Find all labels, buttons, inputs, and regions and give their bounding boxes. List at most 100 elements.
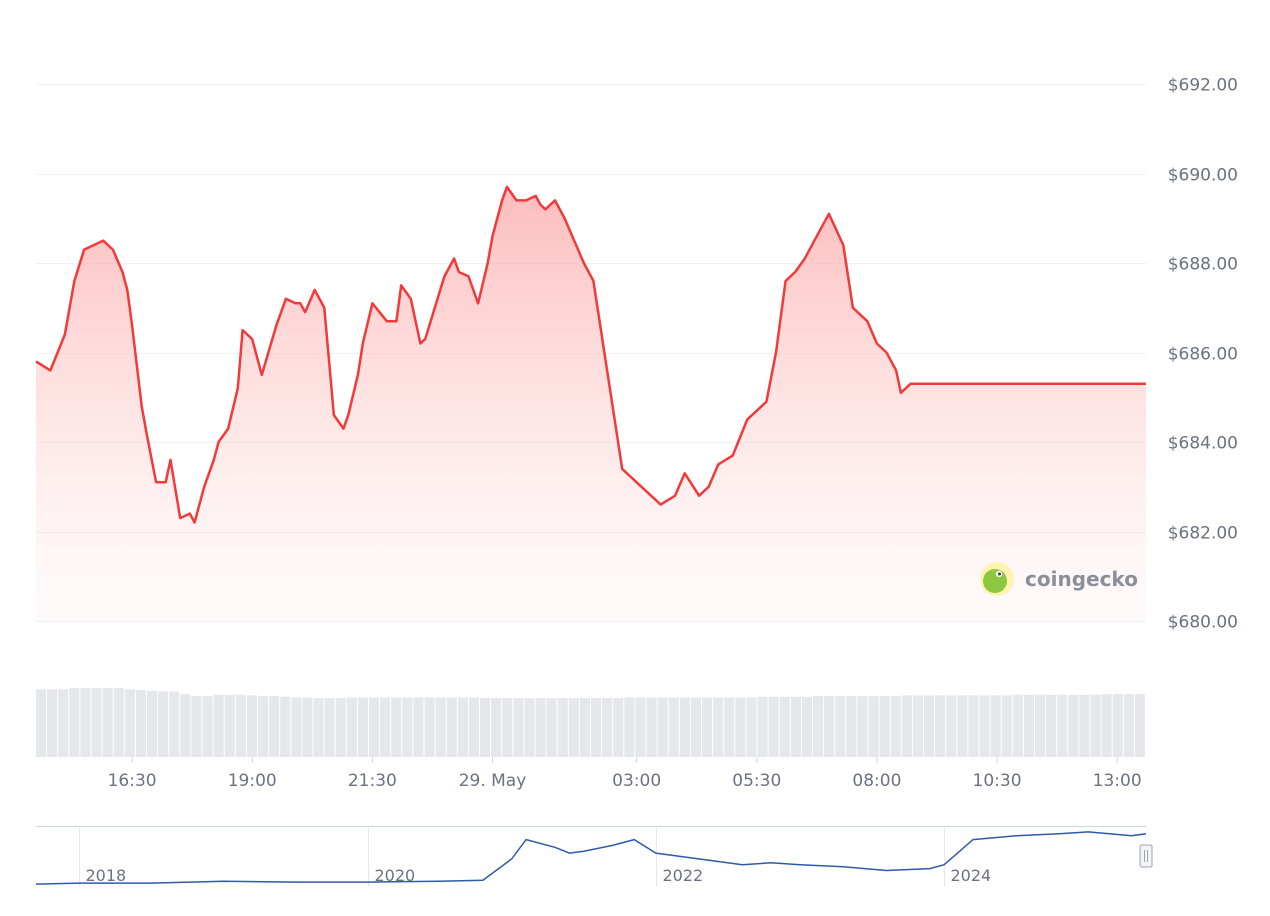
volume-bar — [790, 696, 801, 757]
volume-bar — [269, 696, 280, 757]
volume-bar — [224, 694, 235, 757]
volume-bar — [813, 696, 824, 757]
volume-bar — [313, 698, 324, 757]
y-tick-label: $690.00 — [1168, 166, 1238, 186]
volume-bar — [546, 698, 557, 757]
volume-bar — [391, 697, 402, 757]
volume-bar — [468, 697, 479, 757]
volume-bar — [1068, 694, 1079, 757]
volume-bar — [535, 698, 546, 757]
volume-bar — [846, 696, 857, 757]
x-tick-label: 21:30 — [348, 771, 397, 791]
volume-bar — [801, 696, 812, 757]
volume-bar — [768, 696, 779, 757]
volume-bar — [513, 698, 524, 757]
price-area — [35, 185, 1146, 621]
range-navigator[interactable]: 2018 2020 2022 2024 — [35, 826, 1153, 886]
volume-bar — [1112, 694, 1123, 757]
volume-bar — [158, 691, 169, 757]
volume-bar — [113, 688, 124, 757]
volume-bar — [380, 697, 391, 757]
volume-bar — [1079, 694, 1090, 757]
volume-bar — [246, 695, 257, 757]
volume-bar — [912, 695, 923, 757]
volume-bar — [413, 697, 424, 757]
volume-bar — [957, 695, 968, 757]
volume-bar — [91, 688, 102, 757]
volume-bar — [235, 694, 246, 757]
volume-bar — [890, 696, 901, 757]
y-tick-label: $688.00 — [1168, 255, 1238, 275]
volume-bar — [1046, 694, 1057, 757]
volume-bar — [502, 698, 513, 757]
price-axis-labels: $680.00 $682.00 $684.00 $686.00 $688.00 $690.… — [1168, 76, 1238, 633]
volume-bar — [524, 698, 535, 757]
volume-bar — [491, 698, 502, 757]
volume-bar — [147, 690, 158, 757]
volume-bar — [1134, 694, 1145, 757]
volume-bar — [402, 697, 413, 757]
volume-bar — [635, 697, 646, 757]
volume-bar — [879, 696, 890, 757]
volume-bar — [324, 698, 335, 757]
x-tick-label: 08:00 — [852, 771, 901, 791]
volume-bar — [702, 697, 713, 757]
navigator-year-label: 2022 — [663, 866, 704, 885]
volume-bar — [735, 697, 746, 757]
volume-bar — [346, 697, 357, 757]
volume-bar — [69, 688, 80, 757]
x-tick-label: 19:00 — [228, 771, 277, 791]
volume-bar — [191, 696, 202, 757]
x-tick-label: 10:30 — [973, 771, 1022, 791]
volume-bar — [180, 694, 191, 757]
volume-bar — [36, 689, 47, 757]
time-axis-labels: 16:30 19:00 21:30 29. May 03:00 05:30 08:00 10:… — [108, 757, 1142, 791]
watermark-brand: coingecko — [1025, 567, 1138, 591]
volume-bar — [946, 695, 957, 757]
volume-bar — [602, 698, 613, 757]
volume-bar — [291, 697, 302, 757]
x-tick-label: 05:30 — [732, 771, 781, 791]
volume-bar — [1057, 694, 1068, 757]
x-tick-label: 13:00 — [1093, 771, 1142, 791]
volume-bar — [169, 691, 180, 757]
navigator-year-labels: 2018 2020 2022 2024 — [79, 828, 991, 886]
volume-bar — [613, 698, 624, 757]
volume-bar — [47, 689, 58, 757]
x-tick-label: 16:30 — [108, 771, 157, 791]
volume-bar — [1035, 694, 1046, 757]
volume-bar — [935, 695, 946, 757]
navigator-year-label: 2018 — [86, 866, 127, 885]
navigator-line — [35, 831, 1147, 885]
volume-bar — [80, 688, 91, 757]
volume-bar — [1001, 695, 1012, 757]
volume-bar — [213, 694, 224, 757]
volume-bar — [302, 697, 313, 757]
volume-bar — [579, 698, 590, 757]
y-tick-label: $684.00 — [1168, 434, 1238, 454]
volume-bar — [102, 688, 113, 757]
volume-bar — [968, 695, 979, 757]
volume-bar — [724, 697, 735, 757]
volume-bar — [779, 696, 790, 757]
volume-bar — [679, 697, 690, 757]
volume-bar — [1090, 694, 1101, 757]
volume-bars — [36, 688, 1145, 757]
volume-bar — [369, 697, 380, 757]
volume-bar — [646, 697, 657, 757]
volume-bar — [568, 698, 579, 757]
volume-bar — [435, 697, 446, 757]
volume-bar — [280, 696, 291, 757]
navigator-handle[interactable] — [1139, 844, 1153, 868]
volume-bar — [990, 695, 1001, 757]
x-tick-label: 03:00 — [612, 771, 661, 791]
volume-bar — [258, 696, 269, 757]
volume-bar — [1012, 694, 1023, 757]
volume-bar — [424, 697, 435, 757]
volume-bar — [1123, 694, 1134, 757]
volume-bar — [1023, 694, 1034, 757]
y-tick-label: $692.00 — [1168, 76, 1238, 96]
volume-bar — [979, 695, 990, 757]
price-area-fill — [36, 186, 1146, 621]
volume-bar — [924, 695, 935, 757]
